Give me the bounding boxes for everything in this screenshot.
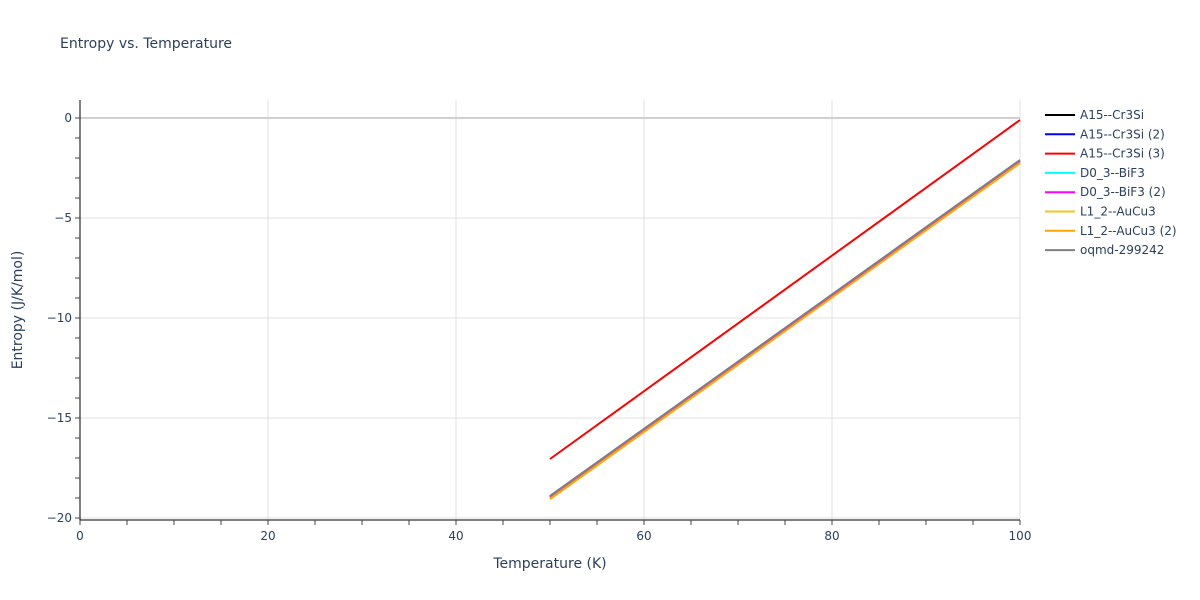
legend-item[interactable]: L1_2--AuCu3 <box>1045 205 1156 219</box>
legend-item[interactable]: A15--Cr3Si (3) <box>1045 147 1165 161</box>
x-tick-label: 40 <box>448 529 463 543</box>
y-tick-label: −5 <box>54 211 72 225</box>
y-tick-label: −10 <box>47 311 72 325</box>
axes: 0 −5 −10 −15 −20 0 20 40 60 80 100 <box>47 100 1032 543</box>
legend-item[interactable]: L1_2--AuCu3 (2) <box>1045 224 1177 238</box>
legend-item[interactable]: D0_3--BiF3 <box>1045 166 1145 180</box>
series-line <box>549 159 1021 497</box>
legend-label: D0_3--BiF3 <box>1080 166 1145 180</box>
y-tick-label: −15 <box>47 411 72 425</box>
series-line <box>549 119 1021 460</box>
legend[interactable]: A15--Cr3Si A15--Cr3Si (2) A15--Cr3Si (3) D0… <box>1045 108 1177 257</box>
series-line <box>549 162 1021 500</box>
chart-title: Entropy vs. Temperature <box>60 36 233 52</box>
x-axis-title: Temperature (K) <box>492 556 606 572</box>
legend-item[interactable]: D0_3--BiF3 (2) <box>1045 185 1166 199</box>
x-tick-label: 100 <box>1009 529 1032 543</box>
x-tick-label: 20 <box>260 529 275 543</box>
legend-item[interactable]: A15--Cr3Si <box>1045 108 1144 122</box>
plot-series <box>549 119 1021 500</box>
y-tick-label: 0 <box>64 111 72 125</box>
legend-label: A15--Cr3Si <box>1080 108 1144 122</box>
grid-lines <box>80 100 1021 520</box>
x-tick-label: 60 <box>636 529 651 543</box>
legend-label: oqmd-299242 <box>1080 243 1164 257</box>
legend-label: L1_2--AuCu3 <box>1080 205 1156 219</box>
y-tick-label: −20 <box>47 511 72 525</box>
x-tick-label: 80 <box>824 529 839 543</box>
legend-label: A15--Cr3Si (2) <box>1080 127 1165 141</box>
x-tick-label: 0 <box>76 529 84 543</box>
legend-label: L1_2--AuCu3 (2) <box>1080 224 1177 238</box>
legend-label: A15--Cr3Si (3) <box>1080 147 1165 161</box>
legend-item[interactable]: oqmd-299242 <box>1045 243 1164 257</box>
legend-item[interactable]: A15--Cr3Si (2) <box>1045 127 1165 141</box>
legend-label: D0_3--BiF3 (2) <box>1080 185 1166 199</box>
y-axis-title: Entropy (J/K/mol) <box>10 251 26 370</box>
